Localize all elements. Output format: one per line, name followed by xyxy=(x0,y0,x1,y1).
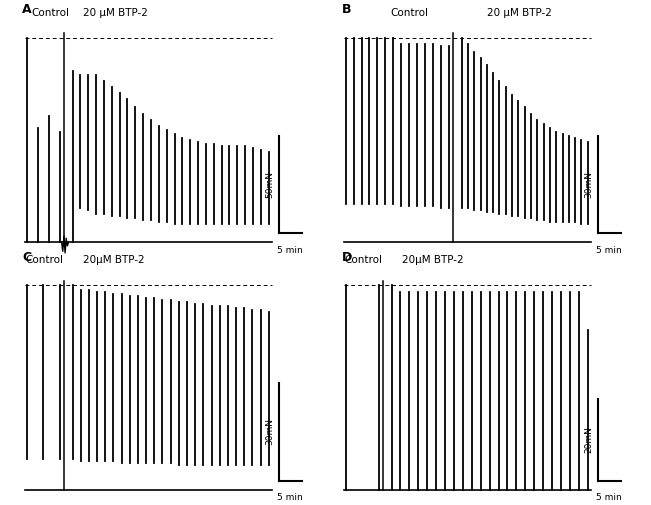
Text: 30mN: 30mN xyxy=(585,171,594,198)
Text: 5 min: 5 min xyxy=(277,246,303,255)
Text: Control: Control xyxy=(390,8,428,18)
Text: Control: Control xyxy=(344,255,382,265)
Text: A: A xyxy=(22,3,32,16)
Text: Control: Control xyxy=(31,8,69,18)
Text: 5 min: 5 min xyxy=(596,246,622,255)
Text: 30mN: 30mN xyxy=(266,418,275,445)
Text: Control: Control xyxy=(25,255,63,265)
Text: B: B xyxy=(341,3,351,16)
Text: 20 μM BTP-2: 20 μM BTP-2 xyxy=(488,8,552,18)
Text: D: D xyxy=(341,250,352,264)
Text: 50mN: 50mN xyxy=(266,171,275,198)
Text: C: C xyxy=(22,250,31,264)
Text: 20μM BTP-2: 20μM BTP-2 xyxy=(83,255,144,265)
Text: 20 μM BTP-2: 20 μM BTP-2 xyxy=(83,8,147,18)
Text: 20mN: 20mN xyxy=(585,426,594,453)
Text: 20μM BTP-2: 20μM BTP-2 xyxy=(402,255,463,265)
Text: 5 min: 5 min xyxy=(277,493,303,502)
Text: 5 min: 5 min xyxy=(596,493,622,502)
